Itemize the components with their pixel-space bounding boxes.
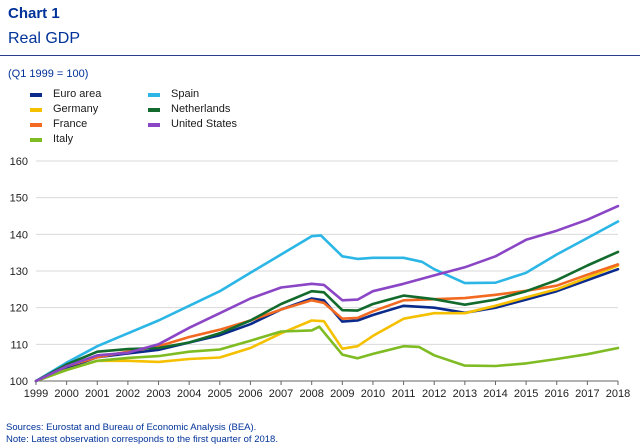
unit-note: (Q1 1999 = 100): [8, 68, 89, 80]
x-tick-label: 2005: [208, 388, 232, 400]
y-tick-label: 160: [10, 156, 28, 168]
y-tick-label: 120: [10, 303, 28, 315]
chart-legend: Euro area Germany France Italy Spain Net…: [30, 87, 330, 151]
legend-label: France: [53, 118, 88, 130]
series-line-united-states: [34, 204, 620, 383]
chart-subtitle: Real GDP: [8, 30, 81, 47]
legend-swatch: [148, 108, 160, 112]
x-tick-label: 2006: [238, 388, 262, 400]
legend-swatch: [30, 123, 42, 127]
x-tick-label: 2004: [177, 388, 201, 400]
x-tick-label: 2015: [514, 388, 538, 400]
x-tick-label: 2016: [544, 388, 568, 400]
footer-sources: Sources: Eurostat and Bureau of Economic…: [6, 422, 257, 433]
x-tick-label: 2014: [483, 388, 507, 400]
series-line-spain: [34, 220, 620, 383]
legend-swatch: [148, 93, 160, 97]
legend-label: Spain: [171, 88, 200, 100]
footer-note: Note: Latest observation corresponds to …: [6, 434, 278, 445]
chart-title: Chart 1: [8, 5, 60, 22]
x-tick-label: 2017: [575, 388, 599, 400]
y-tick-label: 100: [10, 376, 28, 388]
x-tick-label: 2009: [330, 388, 354, 400]
x-tick-label: 2010: [361, 388, 385, 400]
legend-swatch: [30, 93, 42, 97]
legend-label: Italy: [53, 133, 74, 145]
legend-label: Netherlands: [171, 103, 231, 115]
y-tick-label: 140: [10, 229, 28, 241]
x-tick-label: 2000: [54, 388, 78, 400]
series-line-italy: [34, 325, 620, 383]
x-tick-label: 2002: [116, 388, 140, 400]
y-tick-label: 150: [10, 193, 28, 205]
y-tick-label: 130: [10, 266, 28, 278]
legend-swatch: [30, 138, 42, 142]
legend-label: United States: [171, 118, 238, 130]
x-tick-label: 2012: [422, 388, 446, 400]
legend-label: Germany: [53, 103, 99, 115]
x-tick-label: 1999: [24, 388, 48, 400]
series-line-germany: [34, 264, 620, 383]
y-tick-label: 110: [10, 339, 28, 351]
x-tick-label: 2018: [606, 388, 630, 400]
x-tick-label: 2001: [85, 388, 109, 400]
x-tick-label: 2003: [146, 388, 170, 400]
line-chart: 100 110 120 130 140 150 160 1999 2000 2001 2002 200…: [10, 156, 631, 400]
legend-swatch: [148, 123, 160, 127]
header-divider: [0, 55, 640, 56]
legend-label: Euro area: [53, 88, 102, 100]
legend-swatch: [30, 108, 42, 112]
x-tick-label: 2013: [453, 388, 477, 400]
x-tick-label: 2007: [269, 388, 293, 400]
x-tick-label: 2011: [392, 388, 416, 400]
x-tick-label: 2008: [299, 388, 323, 400]
